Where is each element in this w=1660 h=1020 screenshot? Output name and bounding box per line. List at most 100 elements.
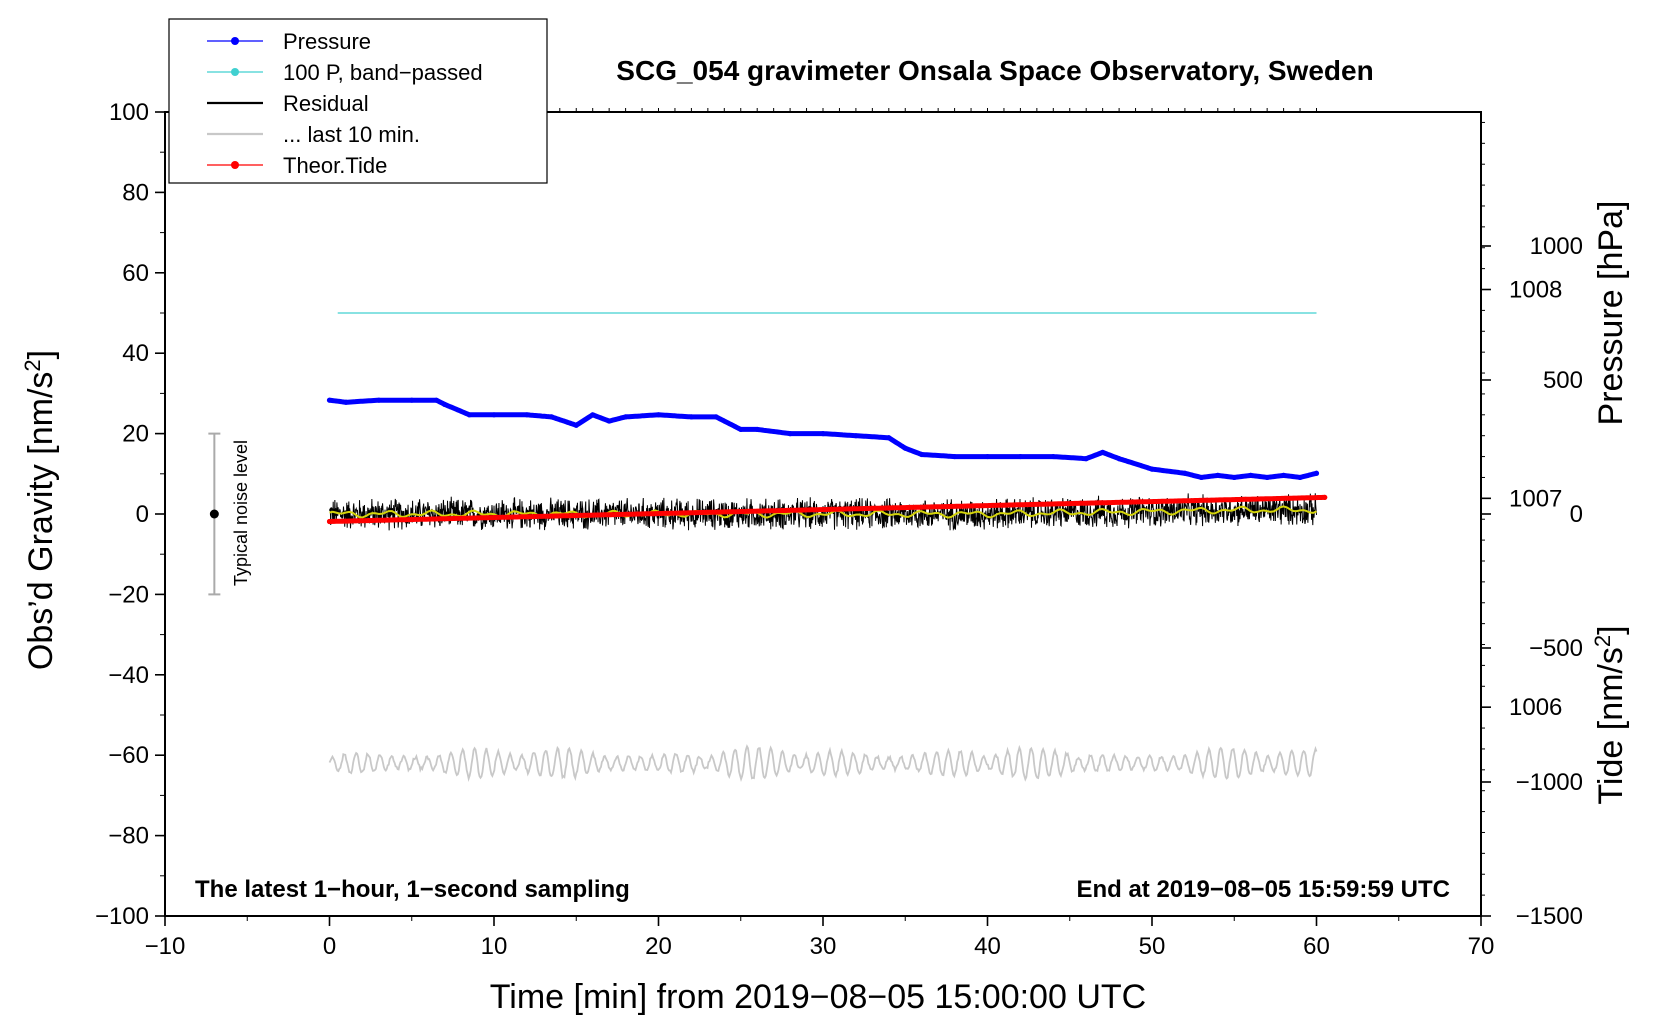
tide-axis-title: Tide [nm/s2] — [1590, 625, 1630, 804]
y-tick-label: 40 — [122, 340, 149, 367]
point-pressure — [590, 412, 596, 418]
point-pressure — [343, 399, 349, 405]
y-tick-label: 80 — [122, 179, 149, 206]
series-residual — [329, 493, 1317, 531]
x-axis-title: Time [min] from 2019−08−05 15:00:00 UTC — [490, 978, 1146, 1016]
point-pressure — [1231, 474, 1237, 481]
legend-marker — [231, 68, 239, 76]
point-pressure — [952, 453, 958, 460]
point-pressure — [1083, 456, 1089, 462]
point-pressure — [1297, 474, 1303, 481]
point-pressure — [326, 397, 333, 403]
x-tick-label: 50 — [1139, 933, 1166, 960]
noise-bar-center-dot — [209, 509, 219, 519]
legend-label: Theor.Tide — [283, 153, 387, 178]
point-pressure — [433, 397, 440, 403]
tide-tick-label: −1500 — [1516, 903, 1583, 930]
tide-tick-label: 0 — [1570, 501, 1583, 528]
point-pressure — [1313, 470, 1320, 476]
chart-title: SCG_054 gravimeter Onsala Space Observat… — [616, 55, 1373, 86]
point-pressure — [606, 418, 612, 424]
point-pressure — [376, 397, 382, 403]
x-tick-label: −10 — [145, 933, 186, 960]
y-tick-label: −80 — [108, 823, 149, 850]
point-pressure — [919, 451, 925, 458]
tide-tick-label: 1000 — [1530, 233, 1583, 260]
point-pressure — [623, 414, 629, 420]
y-tick-label: −100 — [95, 903, 149, 930]
point-pressure — [1050, 453, 1056, 460]
legend-marker — [231, 161, 239, 169]
legend-marker — [231, 37, 239, 45]
point-pressure — [984, 453, 991, 460]
legend-label: 100 P, band−passed — [283, 60, 483, 85]
noise-level-label: Typical noise level — [231, 440, 251, 586]
legend-label: Pressure — [283, 29, 371, 54]
pressure-tick-label: 1006 — [1509, 694, 1562, 721]
series-residual-smoothed — [329, 505, 1317, 519]
point-pressure — [820, 431, 826, 437]
point-pressure — [1198, 474, 1204, 481]
legend: Pressure 100 P, band−passed Residual ... la… — [168, 18, 548, 184]
point-pressure — [1264, 474, 1270, 481]
point-pressure — [655, 412, 662, 418]
y-tick-label: 20 — [122, 421, 149, 448]
note-end-time: End at 2019−08−05 15:59:59 UTC — [1076, 876, 1450, 903]
y-tick-label: 60 — [122, 260, 149, 287]
tide-tick-label: −500 — [1529, 635, 1583, 662]
legend-label: Residual — [283, 91, 369, 116]
point-theor-tide — [326, 518, 333, 525]
point-pressure — [524, 412, 530, 418]
series-theor-tide — [327, 494, 1328, 524]
axis-ticks: −10 0 10 20 30 40 50 60 70100806040200−20−40−60−… — [95, 99, 1583, 960]
pressure-tick-label: 1008 — [1509, 277, 1562, 304]
point-pressure — [1116, 456, 1122, 462]
series-last-10-min — [328, 744, 1318, 782]
x-tick-label: 0 — [323, 933, 336, 960]
point-pressure — [688, 414, 695, 420]
point-pressure — [1281, 472, 1287, 478]
y-tick-label: −20 — [108, 581, 149, 608]
x-tick-label: 20 — [645, 933, 672, 960]
pressure-tick-label: 1007 — [1509, 485, 1562, 512]
point-pressure — [738, 426, 744, 433]
series-layer — [326, 312, 1328, 782]
x-tick-label: 70 — [1468, 933, 1495, 960]
pressure-axis-title: Pressure [hPa] — [1592, 201, 1630, 426]
note-sampling: The latest 1−hour, 1−second sampling — [195, 876, 630, 903]
point-pressure — [466, 412, 472, 418]
legend-label: ... last 10 min. — [283, 122, 420, 147]
y-tick-label: 0 — [136, 501, 149, 528]
point-pressure — [1017, 453, 1024, 460]
tide-tick-label: 500 — [1543, 367, 1583, 394]
legend-box — [168, 18, 548, 184]
y-tick-label: −60 — [108, 742, 149, 769]
x-tick-label: 30 — [810, 933, 837, 960]
point-pressure — [491, 412, 497, 418]
x-tick-label: 60 — [1303, 933, 1330, 960]
point-pressure — [1100, 449, 1106, 455]
point-pressure — [548, 414, 555, 420]
point-pressure — [713, 414, 719, 420]
tide-tick-label: −1000 — [1516, 769, 1583, 796]
point-pressure — [853, 433, 859, 439]
y-tick-label: −40 — [108, 662, 149, 689]
point-theor-tide — [1322, 494, 1328, 500]
point-pressure — [442, 401, 448, 407]
point-pressure — [1149, 466, 1155, 472]
x-tick-label: 10 — [481, 933, 508, 960]
point-pressure — [754, 426, 760, 433]
point-pressure — [902, 445, 908, 451]
point-pressure — [886, 435, 892, 441]
point-pressure — [409, 397, 415, 403]
point-pressure — [1248, 472, 1254, 478]
y-tick-label: 100 — [109, 99, 149, 126]
point-pressure — [573, 422, 579, 428]
y-axis-title: Obs’d Gravity [nm/s2] — [20, 350, 60, 670]
noise-bar-group — [208, 432, 221, 596]
point-pressure — [787, 431, 793, 437]
point-pressure — [1182, 470, 1188, 476]
point-pressure — [1215, 472, 1221, 478]
x-tick-label: 40 — [974, 933, 1001, 960]
